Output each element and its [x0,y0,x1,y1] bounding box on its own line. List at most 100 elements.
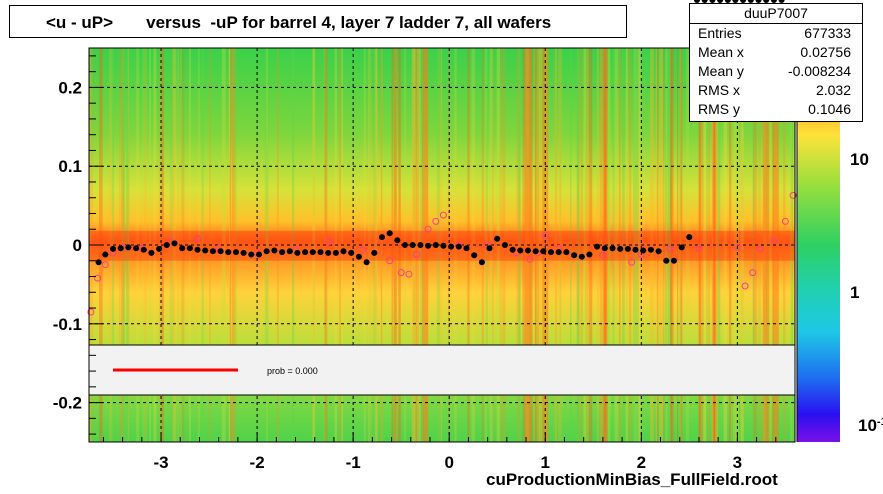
heatmap-stripe [715,48,718,442]
black-profile-point [332,249,339,256]
heatmap-stripe [499,48,504,442]
heatmap-stripe [531,48,533,442]
black-profile-point [578,253,585,260]
heatmap-stripe [375,48,378,442]
black-profile-point [517,247,524,254]
heatmap-stripe [657,48,659,442]
heatmap-stripe [109,48,113,442]
heatmap-stripe [650,48,654,442]
black-profile-point [294,249,301,256]
black-profile-point [663,257,670,264]
black-profile-point [186,245,193,252]
stat-label: RMS x [698,82,740,98]
black-profile-point [240,249,247,256]
chart-title: <u - uP> versus -uP for barrel 4, layer … [46,13,552,32]
heatmap-stripe [662,48,665,442]
stat-value: -0.008234 [787,63,851,79]
heatmap-stripe [536,48,540,442]
stat-value: 0.02756 [800,44,851,60]
black-profile-point [778,0,785,3]
black-profile-point [640,247,647,254]
heatmap-stripe [535,48,540,442]
black-profile-point [209,248,216,255]
pink-profile-point [789,191,797,199]
heatmap-stripe [577,48,579,442]
black-profile-point [609,245,616,252]
pink-profile-point [424,225,432,233]
heatmap-stripe [374,48,378,442]
black-profile-point [440,242,447,249]
x-tick-label: -2 [250,453,265,472]
pink-profile-point [756,245,764,253]
black-profile-point [732,0,739,3]
heatmap-stripe [729,48,732,442]
black-profile-point [355,253,362,260]
black-profile-point [709,0,716,3]
stat-value: 2.032 [815,82,851,98]
colorbar-tick-label: 10 [850,150,869,169]
pink-profile-point [397,269,405,277]
heatmap-stripe [398,48,401,442]
x-tick-label: -3 [153,453,168,472]
black-profile-point [463,245,470,252]
stats-name: duuP7007 [690,4,862,24]
black-profile-point [256,251,262,258]
pink-profile-point [599,251,607,259]
black-profile-point [156,245,163,252]
heatmap-stripe [380,48,383,442]
heatmap-stripe [667,48,672,442]
fit-legend-label: prob = 0.000 [267,366,318,376]
black-profile-point [717,0,724,3]
black-profile-point [133,245,140,252]
heatmap-stripe [717,48,721,442]
heatmap-stripe [188,48,191,442]
stat-row-mean-y: Mean y -0.008234 [690,63,862,83]
black-profile-point [117,245,124,252]
black-profile-point [724,0,731,3]
black-profile-point [317,249,324,256]
black-profile-point [455,243,462,250]
black-profile-point [425,242,432,249]
pink-profile-point [733,243,741,251]
black-profile-point [571,252,578,259]
heatmap-stripe [554,48,557,442]
pink-profile-point [741,282,749,290]
x-tick-label: 0 [444,453,453,472]
stat-label: Entries [698,25,742,41]
heatmap-stripe [367,48,370,442]
stat-value: 0.1046 [808,101,851,117]
black-profile-point [548,249,554,256]
heatmap-stripe [703,48,707,442]
heatmap-stripe [705,48,708,442]
heatmap-stripe [415,48,419,442]
black-profile-point [432,242,439,248]
black-profile-point [371,249,378,256]
heatmap-stripe [607,48,610,442]
black-profile-point [471,252,478,259]
grid-lines [89,48,795,442]
black-profile-point [202,247,209,254]
black-profile-point [140,246,147,253]
black-profile-point [740,0,747,3]
heatmap-stripe [711,48,714,442]
black-profile-point [655,248,662,255]
black-profile-point [617,245,624,252]
heatmap-stripe [516,48,520,442]
black-profile-point [686,234,693,241]
footer-filename: cuProductionMinBias_FullField.root [486,470,778,489]
black-profile-point [163,242,170,248]
heatmap-stripe [264,48,269,442]
heatmap-stripe [518,48,521,442]
heatmap-stripe [655,48,658,442]
heatmap-stripe [740,48,744,442]
heatmap-stripe [266,48,268,442]
black-profile-point [624,245,631,252]
y-tick-label: 0 [73,236,82,255]
black-profile-point [95,259,102,266]
black-profile-point [509,246,516,253]
x-tick-label: 1 [541,453,550,472]
black-profile-point [363,259,370,266]
heatmap-stripe [607,48,611,442]
fit-legend: prob = 0.000 [88,344,796,396]
black-profile-point [632,246,639,253]
